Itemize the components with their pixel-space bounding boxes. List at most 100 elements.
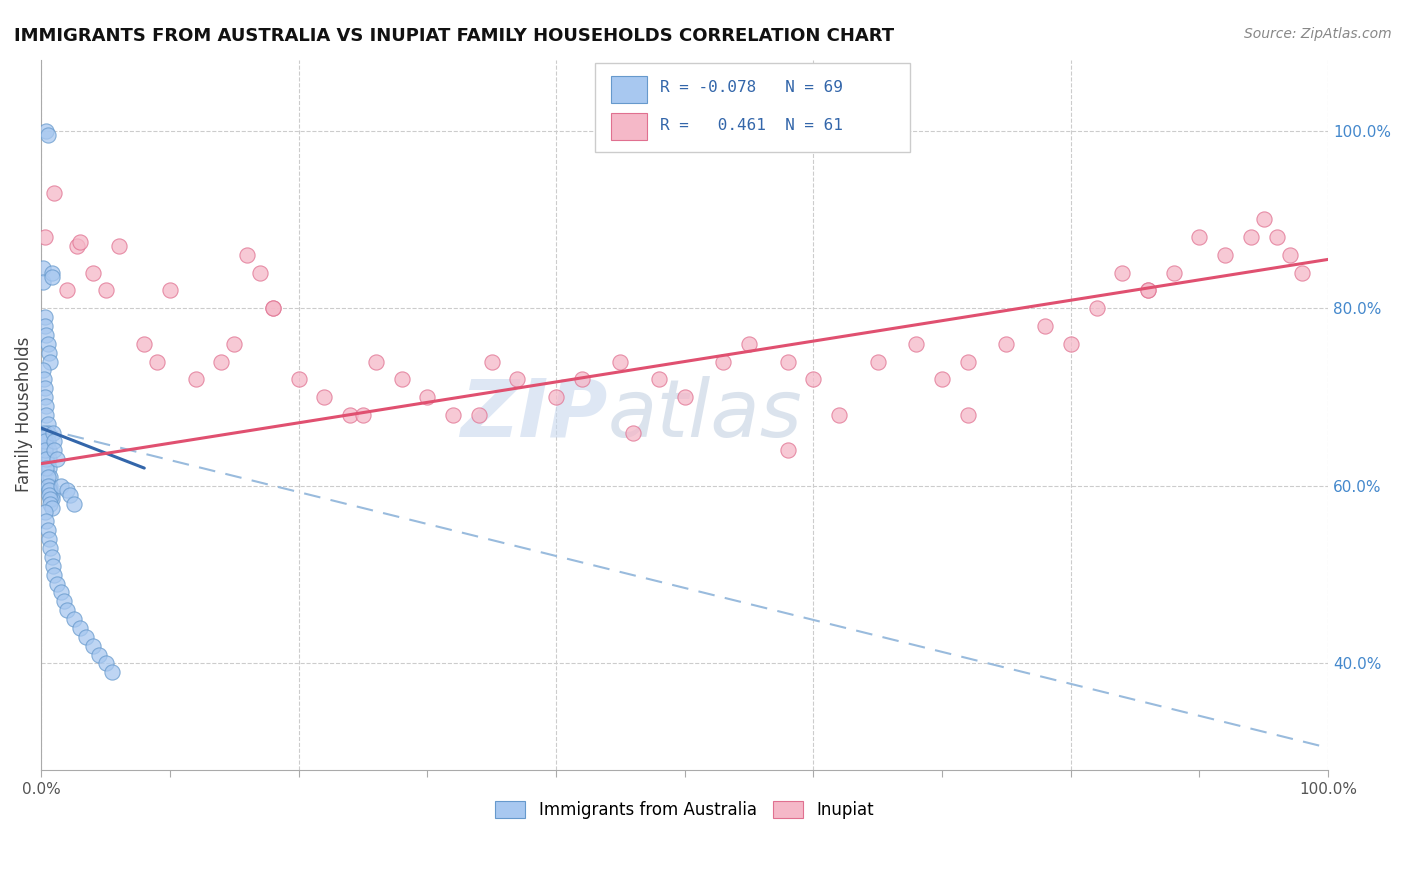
Text: ZIP: ZIP	[460, 376, 607, 454]
Point	[34, 318, 56, 333]
Point	[89, 648, 111, 662]
Y-axis label: Family Households: Family Households	[15, 337, 32, 492]
Point	[224, 336, 246, 351]
Point	[1278, 248, 1301, 262]
Legend: Immigrants from Australia, Inupiat: Immigrants from Australia, Inupiat	[489, 794, 882, 826]
Text: R =   0.461  N = 61: R = 0.461 N = 61	[661, 118, 844, 133]
Point	[62, 497, 84, 511]
Point	[34, 230, 56, 244]
Point	[866, 354, 889, 368]
Point	[1111, 266, 1133, 280]
Point	[711, 354, 734, 368]
Point	[41, 266, 63, 280]
Text: Source: ZipAtlas.com: Source: ZipAtlas.com	[1244, 27, 1392, 41]
Point	[35, 399, 58, 413]
FancyBboxPatch shape	[612, 113, 647, 140]
Point	[38, 452, 60, 467]
Point	[1163, 266, 1185, 280]
Point	[571, 372, 593, 386]
Point	[738, 336, 761, 351]
Point	[776, 443, 799, 458]
Point	[146, 354, 169, 368]
Point	[45, 576, 67, 591]
Point	[1240, 230, 1263, 244]
Point	[905, 336, 928, 351]
Text: atlas: atlas	[607, 376, 803, 454]
Point	[184, 372, 207, 386]
Point	[41, 501, 63, 516]
Point	[101, 665, 124, 680]
Point	[931, 372, 953, 386]
Point	[339, 408, 361, 422]
Point	[211, 354, 233, 368]
Point	[995, 336, 1018, 351]
Point	[39, 497, 62, 511]
Point	[37, 336, 59, 351]
Point	[34, 434, 56, 449]
Point	[39, 483, 62, 498]
Point	[1060, 336, 1083, 351]
Point	[828, 408, 851, 422]
Point	[41, 488, 63, 502]
Point	[37, 425, 59, 440]
Point	[38, 443, 60, 458]
Point	[44, 434, 66, 449]
Point	[648, 372, 671, 386]
Point	[544, 390, 567, 404]
Point	[82, 266, 104, 280]
Point	[34, 381, 56, 395]
Point	[31, 363, 53, 377]
Point	[39, 354, 62, 368]
Point	[107, 239, 129, 253]
Point	[34, 443, 56, 458]
Text: R = -0.078   N = 69: R = -0.078 N = 69	[661, 80, 844, 95]
Point	[56, 483, 79, 498]
Point	[506, 372, 529, 386]
Point	[673, 390, 696, 404]
Point	[1291, 266, 1313, 280]
Point	[44, 567, 66, 582]
Point	[69, 621, 91, 635]
Point	[441, 408, 464, 422]
Point	[41, 549, 63, 564]
Point	[609, 354, 631, 368]
Point	[32, 430, 55, 444]
Point	[34, 506, 56, 520]
Point	[956, 408, 979, 422]
Point	[35, 514, 58, 528]
Point	[45, 452, 67, 467]
Point	[39, 479, 62, 493]
Point	[37, 128, 59, 142]
Point	[1188, 230, 1211, 244]
Point	[249, 266, 271, 280]
Point	[56, 603, 79, 617]
Point	[262, 301, 284, 316]
Point	[37, 523, 59, 537]
Point	[62, 612, 84, 626]
Point	[75, 630, 97, 644]
Point	[69, 235, 91, 249]
Point	[1213, 248, 1236, 262]
Point	[44, 443, 66, 458]
Text: IMMIGRANTS FROM AUSTRALIA VS INUPIAT FAMILY HOUSEHOLDS CORRELATION CHART: IMMIGRANTS FROM AUSTRALIA VS INUPIAT FAM…	[14, 27, 894, 45]
FancyBboxPatch shape	[612, 77, 647, 103]
Point	[39, 541, 62, 555]
Point	[287, 372, 309, 386]
Point	[468, 408, 491, 422]
Point	[35, 123, 58, 137]
Point	[82, 639, 104, 653]
Point	[34, 390, 56, 404]
Point	[42, 558, 65, 573]
Point	[262, 301, 284, 316]
Point	[94, 284, 117, 298]
Point	[41, 492, 63, 507]
Point	[35, 327, 58, 342]
Point	[38, 532, 60, 546]
Point	[39, 492, 62, 507]
Point	[1136, 284, 1159, 298]
Point	[35, 408, 58, 422]
Point	[32, 425, 55, 440]
Point	[42, 425, 65, 440]
Point	[31, 275, 53, 289]
Point	[53, 594, 76, 608]
